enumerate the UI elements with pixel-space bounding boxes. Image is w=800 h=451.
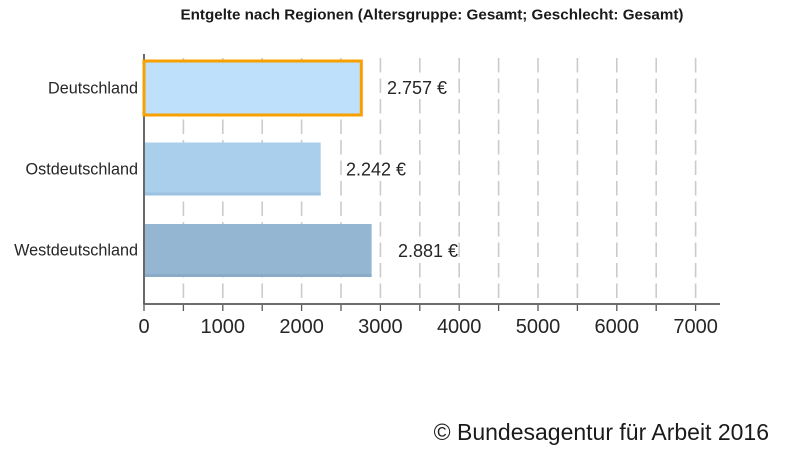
svg-text:0: 0 bbox=[138, 316, 149, 338]
svg-text:6000: 6000 bbox=[595, 316, 640, 338]
svg-text:Ostdeutschland: Ostdeutschland bbox=[26, 161, 138, 179]
svg-text:3000: 3000 bbox=[358, 316, 403, 338]
svg-text:4000: 4000 bbox=[437, 316, 482, 338]
svg-text:5000: 5000 bbox=[516, 316, 561, 338]
svg-text:2000: 2000 bbox=[279, 316, 324, 338]
svg-text:Entgelte nach Regionen (Alters: Entgelte nach Regionen (Altersgruppe: Ge… bbox=[181, 7, 684, 24]
svg-text:7000: 7000 bbox=[673, 316, 718, 338]
svg-text:1000: 1000 bbox=[201, 316, 246, 338]
svg-text:2.881 €: 2.881 € bbox=[398, 241, 458, 261]
svg-text:Deutschland: Deutschland bbox=[48, 80, 138, 98]
svg-text:© Bundesagentur für Arbeit 201: © Bundesagentur für Arbeit 2016 bbox=[434, 419, 769, 445]
svg-text:Westdeutschland: Westdeutschland bbox=[14, 242, 138, 260]
svg-text:2.242 €: 2.242 € bbox=[346, 160, 406, 180]
svg-text:2.757 €: 2.757 € bbox=[387, 78, 447, 98]
